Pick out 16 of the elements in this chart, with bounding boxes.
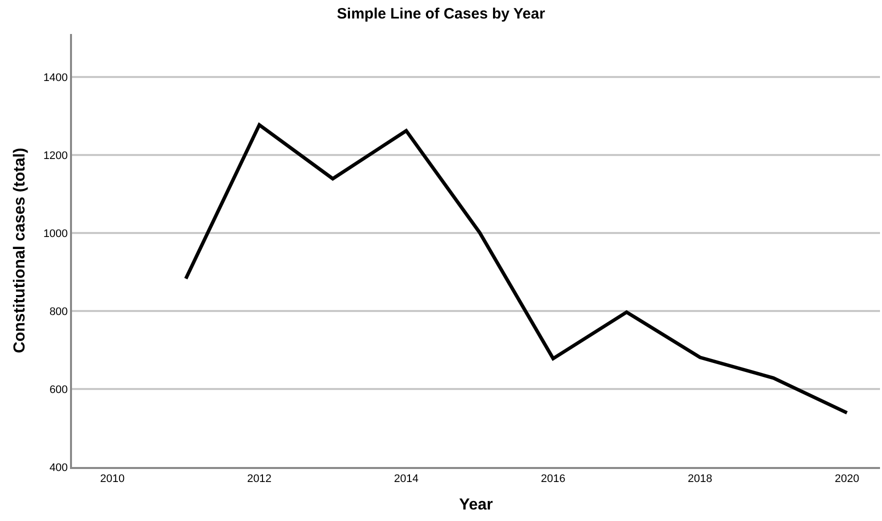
x-tick-label: 2018 [688, 473, 712, 486]
y-tick-label: 400 [49, 462, 68, 474]
y-tick-label: 1200 [43, 150, 68, 162]
x-tick-label: 2016 [540, 473, 566, 486]
y-tick-label: 800 [49, 306, 68, 318]
y-tick-label: 1000 [43, 228, 68, 240]
chart-title: Simple Line of Cases by Year [336, 5, 546, 22]
x-tick-label: 2012 [247, 473, 272, 486]
y-tick-label: 600 [49, 384, 68, 396]
y-axis-title: Constitutional cases (total) [12, 148, 29, 354]
y-tick-label: 1400 [43, 72, 68, 84]
x-tick-label: 2014 [394, 473, 418, 486]
line-series [184, 123, 849, 415]
x-axis-title: Year [459, 496, 493, 514]
x-tick-label: 2020 [834, 473, 860, 486]
x-tick-label: 2010 [100, 473, 125, 486]
